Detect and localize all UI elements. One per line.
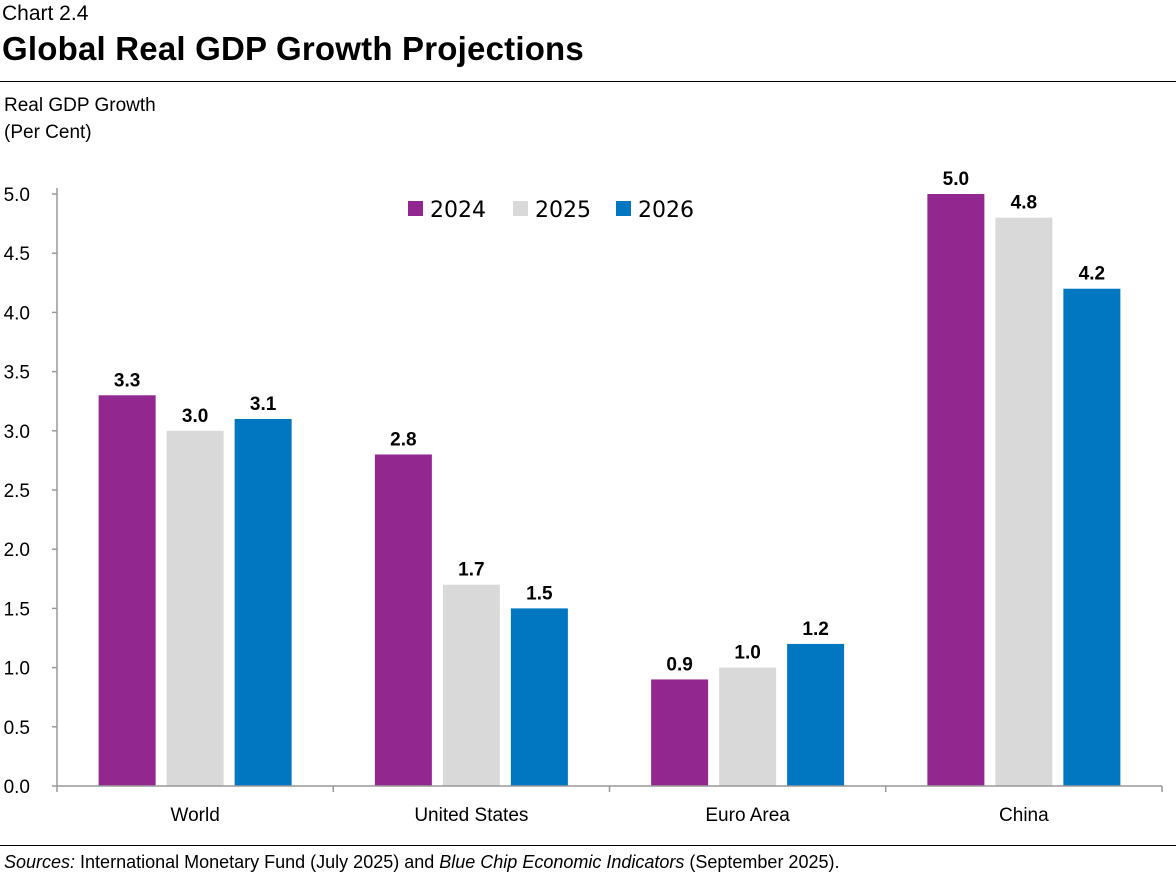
y-tick-label: 2.0 — [4, 540, 30, 561]
y-axis-label-line1: Real GDP Growth — [4, 95, 156, 116]
legend-swatch-2026 — [616, 201, 631, 216]
bar-2025 — [719, 667, 777, 786]
source-text-2: (September 2025). — [684, 852, 840, 872]
data-label: 4.2 — [1079, 264, 1105, 285]
data-label: 1.5 — [526, 583, 553, 604]
data-label: 1.0 — [734, 643, 760, 664]
y-tick-label: 0.0 — [4, 777, 30, 798]
y-tick-label: 5.0 — [4, 185, 30, 206]
y-axis-label-line2: (Per Cent) — [4, 122, 92, 143]
source-divider — [0, 845, 1176, 846]
source-italic: Blue Chip Economic Indicators — [439, 852, 685, 872]
y-tick-label: 1.0 — [4, 659, 30, 680]
legend-label: 2026 — [638, 198, 694, 223]
y-tick-label: 1.5 — [4, 599, 30, 620]
y-axis-label: Real GDP Growth (Per Cent) — [4, 92, 156, 146]
bar-2025 — [442, 584, 500, 786]
y-tick-label: 3.0 — [4, 422, 30, 443]
legend-label: 2025 — [535, 198, 591, 223]
bar-2024 — [98, 395, 156, 786]
data-label: 3.0 — [182, 406, 208, 427]
bar-2026 — [234, 418, 292, 786]
data-label: 3.1 — [250, 394, 277, 415]
y-tick-label: 0.5 — [4, 718, 30, 739]
bar-2025 — [166, 430, 224, 786]
bar-2026 — [510, 608, 568, 786]
chart-number: Chart 2.4 — [2, 2, 89, 25]
x-tick-label: United States — [414, 805, 528, 826]
bar-2026 — [787, 643, 845, 786]
y-tick-label: 2.5 — [4, 481, 30, 502]
source-text-1: International Monetary Fund (July 2025) … — [75, 852, 440, 872]
bar-2024 — [651, 679, 709, 786]
legend-swatch-2024 — [408, 201, 423, 216]
bar-2024 — [374, 454, 432, 786]
data-label: 0.9 — [666, 654, 692, 675]
y-tick-label: 4.5 — [4, 244, 30, 265]
source-note: Sources: International Monetary Fund (Ju… — [4, 852, 839, 873]
bar-2026 — [1063, 288, 1121, 786]
source-label: Sources: — [4, 852, 76, 872]
bar-2025 — [995, 217, 1053, 786]
bar-2024 — [927, 194, 985, 786]
x-tick-label: China — [999, 805, 1049, 826]
data-label: 2.8 — [390, 429, 416, 450]
x-tick-label: Euro Area — [705, 805, 790, 826]
data-label: 5.0 — [943, 169, 969, 190]
chart-title: Global Real GDP Growth Projections — [2, 30, 584, 67]
title-divider — [0, 81, 1176, 82]
data-label: 3.3 — [114, 370, 140, 391]
data-label: 1.7 — [458, 560, 484, 581]
data-label: 4.8 — [1011, 193, 1037, 214]
y-tick-label: 4.0 — [4, 303, 30, 324]
legend-label: 2024 — [430, 198, 486, 223]
legend-swatch-2025 — [513, 201, 528, 216]
y-tick-label: 3.5 — [4, 363, 30, 384]
data-label: 1.2 — [802, 619, 828, 640]
x-tick-label: World — [170, 805, 219, 826]
